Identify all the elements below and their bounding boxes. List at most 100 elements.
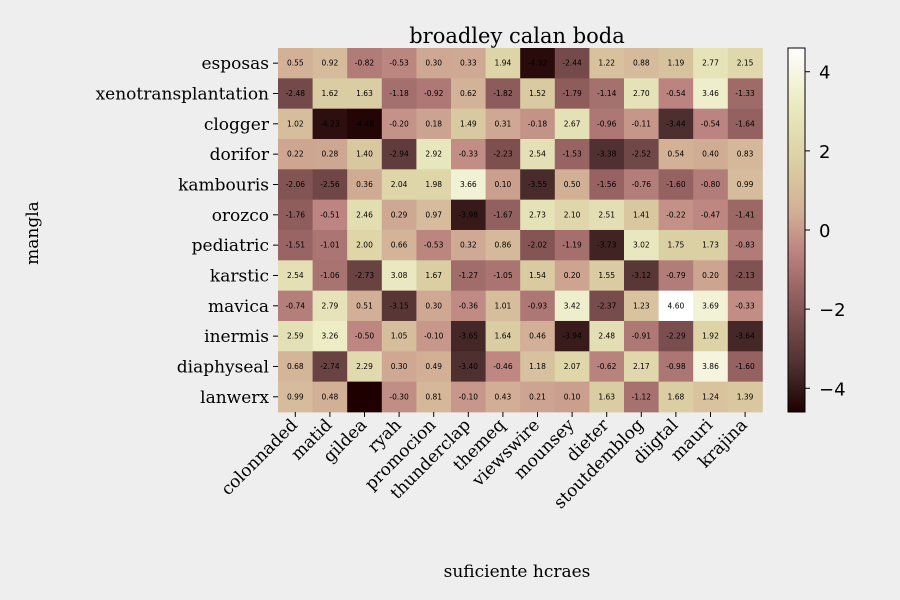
heatmap-cell	[381, 320, 417, 352]
cell-value-label: 0.30	[391, 362, 408, 371]
cell-value-label: 1.18	[529, 362, 546, 371]
cell-value-label: 1.73	[702, 241, 719, 250]
heatmap-cell	[624, 169, 659, 201]
cell-value-label: 1.75	[668, 241, 685, 250]
cell-value-label: -2.29	[666, 332, 686, 341]
y-tick-label: orozco	[212, 206, 269, 226]
heatmap-cell	[312, 229, 348, 261]
cell-value-label: -2.73	[355, 271, 375, 280]
cell-value-label: 0.62	[460, 89, 477, 98]
cell-value-label: -0.30	[389, 392, 409, 401]
heatmap-cell	[381, 260, 417, 292]
cell-value-label: 0.49	[425, 362, 442, 371]
colorbar	[787, 47, 806, 413]
cell-value-label: -3.44	[666, 119, 686, 128]
cell-value-label: 2.07	[564, 362, 581, 371]
cell-value-label: -1.06	[320, 271, 340, 280]
cell-value-label: -0.22	[666, 210, 686, 219]
cell-value-label: 1.98	[425, 180, 442, 189]
colorbar-tick-label: 4	[819, 63, 830, 84]
cell-value-label: 1.55	[598, 271, 615, 280]
heatmap-cell	[312, 169, 348, 201]
cell-value-label: 2.04	[391, 180, 408, 189]
cell-value-label: 2.92	[425, 150, 442, 159]
heatmap-cell	[485, 229, 521, 261]
heatmap-cell	[312, 108, 348, 140]
cell-value-label: 1.41	[633, 210, 650, 219]
heatmap-cell	[658, 138, 694, 170]
cell-value-label: -4.48	[355, 119, 375, 128]
heatmap-cell	[520, 169, 556, 201]
cell-value-label: -1.56	[597, 180, 617, 189]
cell-value-label: -0.79	[666, 271, 686, 280]
cell-value-label: -0.47	[701, 210, 721, 219]
heatmap-cell	[312, 48, 348, 79]
y-tick-label: mavica	[208, 297, 269, 317]
heatmap-cell	[693, 169, 729, 201]
heatmap-cell	[658, 169, 694, 201]
cell-value-label: 2.54	[287, 271, 304, 280]
heatmap-cell	[416, 138, 452, 170]
heatmap-cell	[451, 260, 486, 292]
heatmap-cell	[278, 290, 313, 322]
cell-value-label: 0.29	[391, 210, 408, 219]
heatmap-cell	[727, 138, 763, 170]
y-tick-label: dorifor	[210, 145, 270, 165]
heatmap-cell	[658, 48, 694, 79]
heatmap-cell	[727, 48, 763, 79]
heatmap-cell	[312, 78, 348, 110]
cell-value-label: 0.99	[737, 180, 754, 189]
heatmap-cell	[312, 381, 348, 413]
heatmap-cell	[624, 229, 659, 261]
heatmap-cell	[347, 48, 383, 79]
heatmap-cell	[485, 351, 521, 383]
cell-value-label: 0.54	[668, 150, 685, 159]
colorbar-tick-label: −2	[819, 300, 846, 321]
cell-value-label: -2.56	[320, 180, 340, 189]
heatmap-cell	[347, 229, 383, 261]
cell-value-label: 0.10	[495, 180, 512, 189]
cell-value-label: 0.86	[495, 241, 512, 250]
colorbar-tick-label: 2	[819, 142, 830, 163]
heatmap-cell	[589, 290, 625, 322]
heatmap-cell	[589, 108, 625, 140]
cell-value-label: 2.54	[529, 150, 546, 159]
heatmap-cell	[658, 260, 694, 292]
cell-value-label: -1.41	[735, 210, 755, 219]
heatmap-cell	[624, 381, 659, 413]
y-tick-label: inermis	[204, 327, 269, 347]
cell-value-label: 0.66	[391, 241, 408, 250]
cell-value-label: 0.20	[564, 271, 581, 280]
heatmap-cell	[727, 229, 763, 261]
heatmap-cell	[727, 199, 763, 231]
heatmap-cell	[451, 290, 486, 322]
heatmap-cell	[658, 351, 694, 383]
heatmap-cell	[451, 108, 486, 140]
heatmap-cell	[520, 48, 556, 79]
heatmap-cell	[416, 199, 452, 231]
y-tick-label: diaphyseal	[177, 357, 269, 377]
heatmap-cell	[520, 351, 556, 383]
heatmap-cell	[520, 138, 556, 170]
heatmap-cell	[554, 48, 590, 79]
cell-value-label: 2.73	[529, 210, 546, 219]
heatmap-cell	[624, 351, 659, 383]
cell-value-label: 0.40	[702, 150, 719, 159]
cell-value-label: -2.94	[389, 150, 409, 159]
cell-value-label: -0.10	[424, 332, 444, 341]
cell-value-label: -0.18	[528, 119, 548, 128]
cell-value-label: -0.91	[632, 332, 652, 341]
heatmap-cell	[624, 78, 659, 110]
cell-value-label: 1.19	[668, 59, 685, 68]
heatmap-cell	[416, 229, 452, 261]
heatmap-cell	[693, 199, 729, 231]
cell-value-label: -1.27	[459, 271, 479, 280]
y-tick-label: pediatric	[192, 236, 269, 256]
heatmap-cell	[381, 351, 417, 383]
heatmap-cell	[312, 320, 348, 352]
heatmap-cell	[451, 48, 486, 79]
cell-value-label: -1.60	[735, 362, 755, 371]
heatmap-cell	[554, 260, 590, 292]
heatmap-cell	[278, 138, 313, 170]
heatmap-cell	[520, 290, 556, 322]
